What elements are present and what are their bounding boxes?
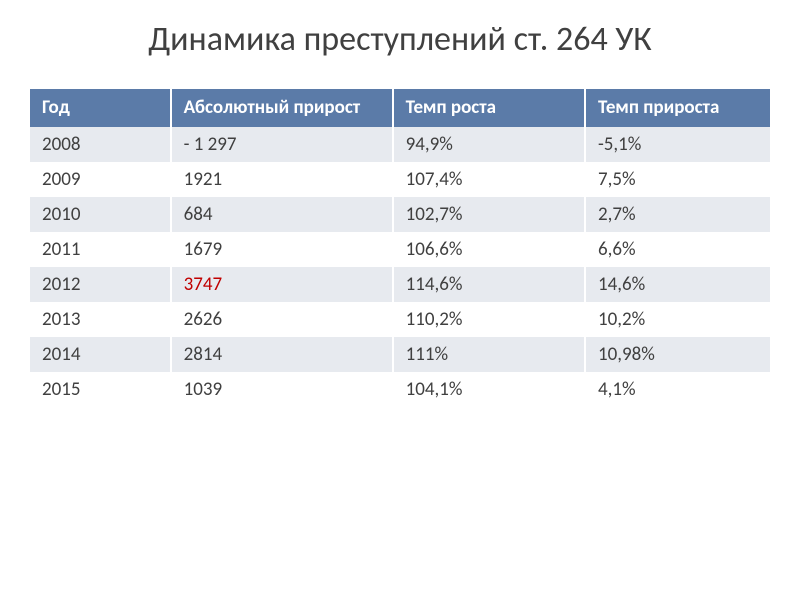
cell-growth: 104,1% [393,372,585,407]
cell-growth: 107,4% [393,162,585,197]
cell-growth: 94,9% [393,127,585,162]
cell-abs: 1039 [171,372,393,407]
cell-year: 2008 [30,127,171,162]
cell-abs: 2814 [171,337,393,372]
table-row: 20132626110,2%10,2% [30,302,770,337]
column-header-abs: Абсолютный прирост [171,89,393,127]
column-header-inc: Темп прироста [585,89,770,127]
cell-abs: 684 [171,197,393,232]
cell-abs: 2626 [171,302,393,337]
column-header-growth: Темп роста [393,89,585,127]
data-table: Год Абсолютный прирост Темп роста Темп п… [30,89,770,407]
cell-inc: 14,6% [585,267,770,302]
cell-growth: 114,6% [393,267,585,302]
cell-inc: -5,1% [585,127,770,162]
cell-inc: 6,6% [585,232,770,267]
cell-year: 2012 [30,267,171,302]
cell-year: 2013 [30,302,171,337]
cell-growth: 111% [393,337,585,372]
cell-abs: 1679 [171,232,393,267]
table-header-row: Год Абсолютный прирост Темп роста Темп п… [30,89,770,127]
cell-growth: 102,7% [393,197,585,232]
cell-inc: 7,5% [585,162,770,197]
table-row: 20151039104,1%4,1% [30,372,770,407]
table-row: 20142814111%10,98% [30,337,770,372]
cell-growth: 110,2% [393,302,585,337]
cell-year: 2014 [30,337,171,372]
cell-year: 2011 [30,232,171,267]
column-header-year: Год [30,89,171,127]
cell-inc: 10,98% [585,337,770,372]
cell-inc: 4,1% [585,372,770,407]
cell-year: 2009 [30,162,171,197]
cell-year: 2010 [30,197,171,232]
cell-inc: 2,7% [585,197,770,232]
cell-growth: 106,6% [393,232,585,267]
cell-abs: 3747 [171,267,393,302]
table-row: 20091921107,4%7,5% [30,162,770,197]
cell-inc: 10,2% [585,302,770,337]
table-row: 2010684102,7%2,7% [30,197,770,232]
slide-title: Динамика преступлений ст. 264 УК [30,20,770,61]
cell-year: 2015 [30,372,171,407]
table-row: 20123747114,6%14,6% [30,267,770,302]
cell-abs: 1921 [171,162,393,197]
table-row: 20111679106,6%6,6% [30,232,770,267]
table-row: 2008- 1 29794,9%-5,1% [30,127,770,162]
cell-abs: - 1 297 [171,127,393,162]
